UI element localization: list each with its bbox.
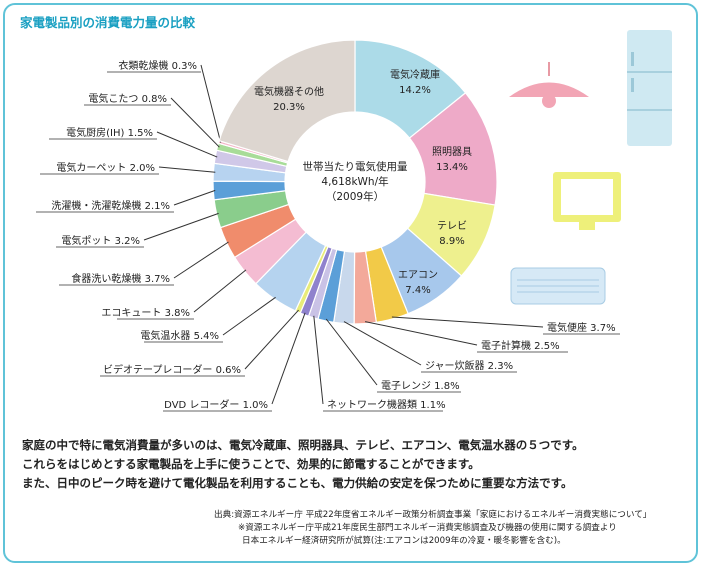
slice-label: エコキュート 3.8% [101,308,190,319]
pie-slice [218,39,356,163]
leader-line [158,166,216,173]
slice-label: 衣類乾燥機 0.3% [118,59,197,72]
slice-value-label: 14.2% [399,85,431,96]
pie-chart: 電気冷蔵庫 14.2% 照明器具 13.4% テレビ 8.9% エアコン 7.4% 電気便座 3… [36,39,620,412]
leader-line [173,241,229,279]
source-line: ※資源エネルギー庁平成21年度民生部門エネルギー消費実態調査及び機器の使用に関す… [238,523,617,533]
leader-line [173,189,216,206]
chart-title: 家電製品別の消費電力量の比較 [20,15,196,30]
slice-value-label: 13.4% [436,162,468,173]
slice-name-label: 電気冷蔵庫 [390,68,440,81]
slice-label: 電気厨房(IH) 1.5% [66,126,153,139]
slice-label: ビデオテープレコーダー 0.6% [103,363,241,376]
leader-line [325,318,378,386]
slice-label: DVD レコーダー 1.0% [164,398,268,411]
leader-line [271,312,306,405]
description-line: また、日中のピーク時を避けて電化製品を利用することも、電力供給の安定を保つために… [22,476,573,490]
leader-line [364,321,478,346]
slice-label: 電気ポット 3.2% [61,234,140,247]
leader-line [222,296,276,336]
description: 家庭の中で特に電気消費量が多いのは、電気冷蔵庫、照明器具、テレビ、エアコン、電気… [22,436,682,493]
leader-line [170,97,220,148]
leader-line [391,316,544,328]
center-label: 4,618kWh/年 [321,175,388,188]
slice-label: ジャー炊飯器 2.3% [425,359,513,372]
leader-line [156,131,218,158]
leader-line [143,212,219,241]
air-conditioner-icon [510,267,606,305]
source-note: 出典:資源エネルギー庁 平成22年度省エネルギー政策分析調査事業「家庭におけるエ… [214,509,651,548]
slice-name-label: エアコン [398,270,438,281]
center-label: 世帯当たり電気使用量 [303,160,408,173]
slice-label: 電子計算機 2.5% [481,339,560,352]
ceiling-lamp-icon [509,62,589,108]
figure-frame [3,3,698,563]
slice-label: ネットワーク機器類 1.1% [327,398,446,411]
slice-value-label: 20.3% [273,102,305,113]
leader-line [200,64,222,143]
slice-value-label: 7.4% [405,285,430,296]
center-label: （2009年） [326,190,384,203]
leader-line [244,309,299,370]
slice-label: 電気こたつ 0.8% [88,92,167,105]
description-line: これらをはじめとする家電製品を上手に使うことで、効果的に節電することができます。 [22,457,480,471]
source-line: 日本エネルギー経済研究所が試算(注:エアコンは2009年の冷夏・暖冬影響を含む)… [242,536,566,546]
leader-line [313,315,324,405]
refrigerator-icon [627,30,672,146]
slice-label: 食器洗い乾燥機 3.7% [71,272,170,285]
slice-name-label: テレビ [437,220,467,232]
leader-line [343,321,422,366]
slice-label: 電子レンジ 1.8% [381,380,460,392]
slice-name-label: 電気機器その他 [254,85,324,98]
slice-label: 電気温水器 5.4% [140,329,219,342]
slice-value-label: 8.9% [439,236,464,247]
source-line: 出典:資源エネルギー庁 平成22年度省エネルギー政策分析調査事業「家庭におけるエ… [214,510,652,520]
slice-label: 洗濯機・洗濯乾燥機 2.1% [51,199,170,212]
slice-label: 電気カーペット 2.0% [56,161,155,174]
slice-name-label: 照明器具 [432,146,472,158]
television-icon [553,172,621,230]
leader-line [193,269,247,313]
appliance-icons [509,30,672,305]
description-line: 家庭の中で特に電気消費量が多いのは、電気冷蔵庫、照明器具、テレビ、エアコン、電気… [22,438,584,452]
slice-label: 電気便座 3.7% [547,321,616,334]
